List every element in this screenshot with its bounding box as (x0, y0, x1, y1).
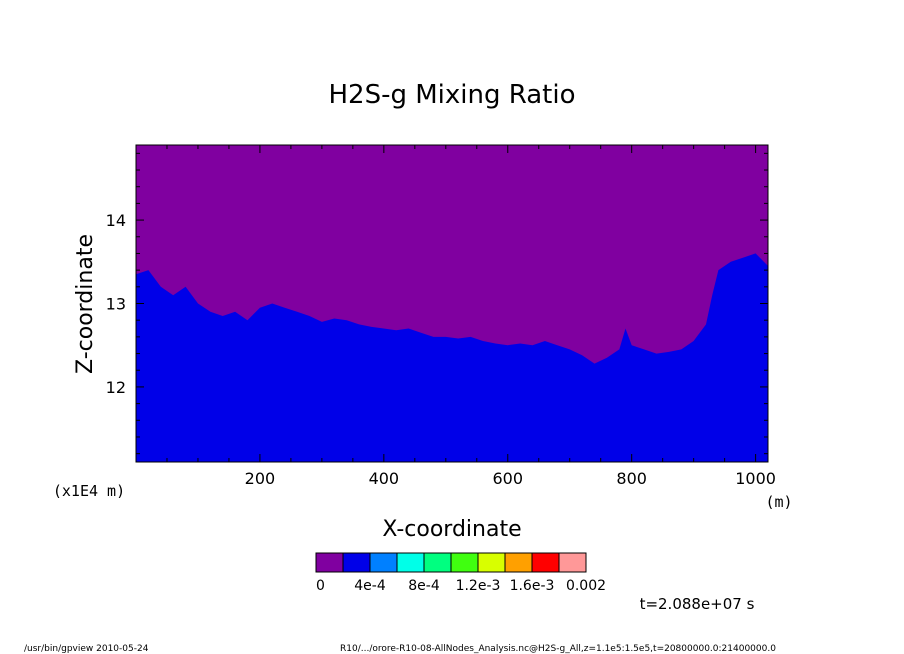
colorbar-cell (558, 552, 587, 573)
colorbar-label: 0.002 (566, 578, 606, 594)
x-tick-label: 800 (616, 469, 647, 488)
x-tick-label: 200 (245, 469, 276, 488)
footer-right: R10/.../orore-R10-08-AllNodes_Analysis.n… (340, 644, 776, 654)
y-tick-label: 13 (106, 295, 126, 314)
colorbar-cell (504, 552, 533, 573)
plot-area (136, 145, 768, 462)
x-axis-label: X-coordinate (382, 517, 521, 542)
colorbar-cell (477, 552, 506, 573)
axes: 200 400 600 800 1000 12 13 14 (106, 144, 776, 488)
x-tick-label: 400 (369, 469, 400, 488)
colorbar-label: 1.6e-3 (510, 578, 555, 594)
colorbar: 0 4e-4 8e-4 1.2e-3 1.6e-3 0.002 (315, 552, 606, 594)
x-tick-label: 600 (492, 469, 523, 488)
colorbar-label: 4e-4 (354, 578, 386, 594)
colorbar-cell (423, 552, 452, 573)
chart-title: H2S-g Mixing Ratio (328, 80, 575, 110)
y-axis-label: Z-coordinate (73, 234, 98, 374)
colorbar-cell (450, 552, 479, 573)
colorbar-cell (342, 552, 371, 573)
colorbar-cell (531, 552, 560, 573)
colorbar-cell (315, 552, 344, 573)
colorbar-cell (369, 552, 398, 573)
region-lower (136, 253, 768, 462)
x-unit-label: (m) (765, 493, 792, 511)
colorbar-label: 0 (316, 578, 325, 594)
y-tick-label: 14 (106, 211, 126, 230)
colorbar-label: 8e-4 (408, 578, 440, 594)
x-tick-label: 1000 (735, 469, 776, 488)
y-unit-label: (x1E4 m) (53, 482, 125, 500)
footer-left: /usr/bin/gpview 2010-05-24 (24, 644, 149, 654)
time-annotation: t=2.088e+07 s (640, 595, 755, 613)
colorbar-cell (396, 552, 425, 573)
y-tick-label: 12 (106, 378, 126, 397)
colorbar-label: 1.2e-3 (456, 578, 501, 594)
